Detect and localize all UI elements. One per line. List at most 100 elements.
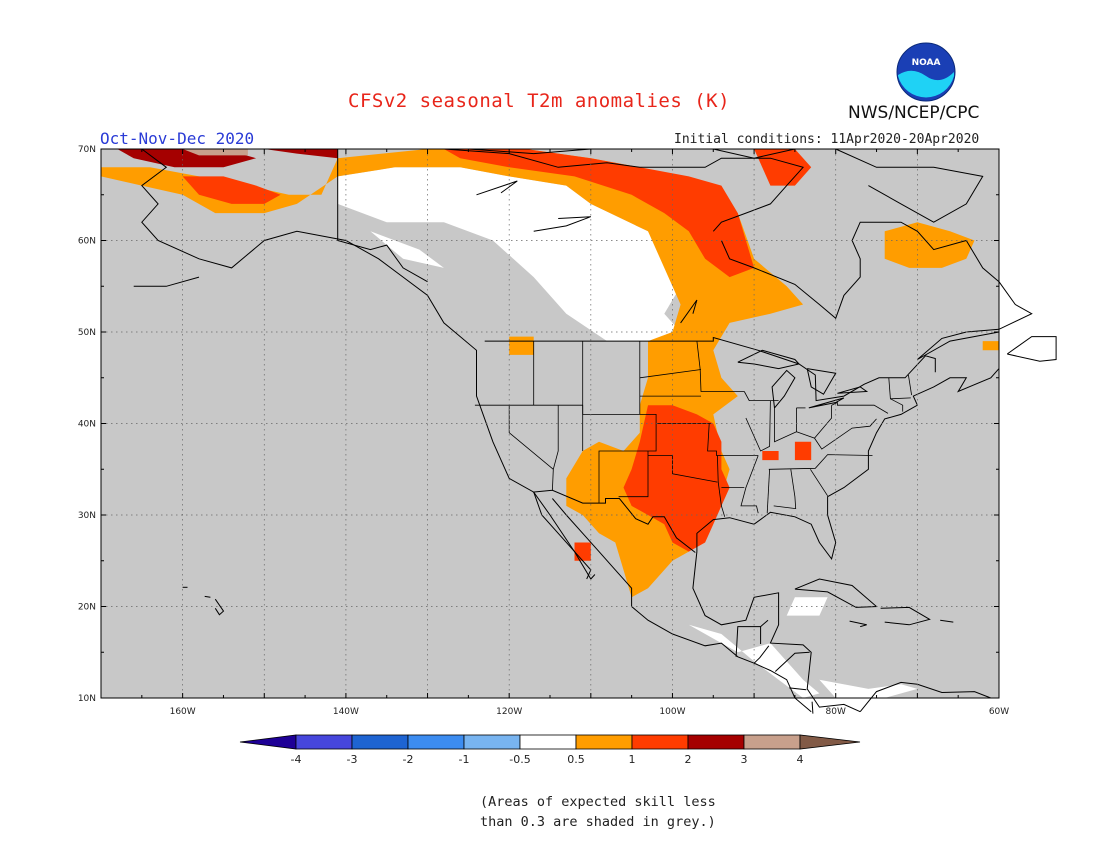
colorbar-label: -2 xyxy=(403,753,414,766)
colorbar-label: -4 xyxy=(291,753,302,766)
coastline xyxy=(696,368,1000,561)
coastline xyxy=(141,148,596,580)
forecast-period: Oct-Nov-Dec 2020 xyxy=(100,129,255,148)
coastline xyxy=(774,651,810,672)
skill-footnote: (Areas of expected skill less than 0.3 a… xyxy=(480,794,716,830)
map-title: CFSv2 seasonal T2m anomalies (K) xyxy=(348,90,731,112)
state-border xyxy=(618,451,649,498)
coastline xyxy=(835,148,984,223)
coastline xyxy=(533,216,591,232)
state-border xyxy=(890,397,911,400)
state-border xyxy=(831,401,889,414)
svg-text:NOAA: NOAA xyxy=(912,58,941,68)
state-border xyxy=(773,469,797,510)
colorbar-label: -0.5 xyxy=(509,753,530,766)
state-border xyxy=(743,391,779,402)
state-border xyxy=(717,455,726,517)
anomaly-region-neutral xyxy=(819,679,918,698)
colorbar-label: 2 xyxy=(685,753,692,766)
state-border xyxy=(552,405,559,491)
colorbar-label: 3 xyxy=(741,753,748,766)
anomaly-region-warm2 xyxy=(443,149,755,278)
colorbar-label: -1 xyxy=(459,753,470,766)
anomaly-region-warm2 xyxy=(182,176,281,204)
coastline xyxy=(808,397,845,409)
anomaly-region-warm4 xyxy=(182,149,248,156)
coastline xyxy=(337,149,428,283)
colorbar-label: 0.5 xyxy=(567,753,585,766)
colorbar-swatch xyxy=(631,734,689,750)
colorbar-arrow-high xyxy=(799,734,861,750)
colorbar-label: 4 xyxy=(797,753,804,766)
anomaly-region-warm1 xyxy=(509,336,534,355)
colorbar-swatch xyxy=(743,734,801,750)
colorbar-label: 1 xyxy=(629,753,636,766)
state-border xyxy=(766,469,770,514)
anomaly-region-warm2 xyxy=(623,405,730,552)
coastline xyxy=(532,489,696,553)
noaa-logo-icon: NOAA xyxy=(896,42,956,102)
longitude-label: 140W xyxy=(333,707,359,717)
coastline xyxy=(680,299,698,324)
agency-label: NWS/NCEP/CPC xyxy=(848,103,980,123)
coastline xyxy=(735,619,769,657)
latitude-label: 20N xyxy=(78,603,96,613)
anomaly-region-warm2 xyxy=(762,451,779,461)
anomaly-region-warm3 xyxy=(264,149,338,159)
latitude-label: 70N xyxy=(78,145,96,155)
colorbar-swatch xyxy=(295,734,353,750)
state-border xyxy=(810,469,828,497)
longitude-label: 120W xyxy=(496,707,522,717)
state-border xyxy=(768,454,873,470)
coastline xyxy=(837,386,869,394)
coastline xyxy=(713,148,796,159)
longitude-label: 60W xyxy=(989,707,1009,717)
coastline xyxy=(692,551,861,713)
coastline xyxy=(204,595,211,598)
state-border xyxy=(745,400,771,452)
coastline xyxy=(1006,336,1057,362)
state-border xyxy=(639,369,702,379)
initial-conditions: Initial conditions: 11Apr2020-20Apr2020 xyxy=(674,132,980,147)
colorbar-swatch xyxy=(407,734,465,750)
longitude-labels: 160W 140W 120W 100W 80W 60W xyxy=(170,707,1010,717)
coastline xyxy=(940,619,954,623)
coastline xyxy=(484,336,936,402)
coastline xyxy=(806,368,837,395)
coastline xyxy=(214,598,225,616)
coastline xyxy=(789,687,807,691)
latitude-labels: 70N 60N 50N 40N 30N 20N 10N xyxy=(78,145,96,704)
state-border xyxy=(707,423,759,456)
state-border xyxy=(774,407,797,443)
longitude-label: 160W xyxy=(170,707,196,717)
coastline xyxy=(533,491,592,580)
state-border xyxy=(740,455,759,514)
state-border xyxy=(696,341,745,392)
colorbar-swatch xyxy=(687,734,745,750)
anomaly-region-neutral xyxy=(337,167,689,342)
coastline xyxy=(720,221,1000,320)
coastline xyxy=(753,645,770,664)
longitude-label: 100W xyxy=(659,707,685,717)
anomaly-region-warm2 xyxy=(794,441,812,461)
state-border xyxy=(888,377,904,412)
coastline xyxy=(468,148,591,155)
colorbar-swatch xyxy=(575,734,633,750)
latitude-label: 10N xyxy=(78,694,96,704)
colorbar-swatch xyxy=(463,734,521,750)
latitude-label: 40N xyxy=(78,420,96,430)
latitude-label: 60N xyxy=(78,237,96,247)
coastline xyxy=(771,369,796,409)
latitude-label: 50N xyxy=(78,328,96,338)
colorbar-swatch xyxy=(519,734,577,750)
map-frame xyxy=(100,148,1000,699)
coastline xyxy=(476,180,518,196)
colorbar-swatch xyxy=(351,734,409,750)
state-border xyxy=(796,405,832,439)
coastline xyxy=(133,276,200,287)
coastline xyxy=(880,606,931,626)
colorbar-legend: -4 -3 -2 -1 -0.5 0.5 1 2 3 4 xyxy=(239,734,861,766)
latitude-label: 30N xyxy=(78,511,96,521)
coastline xyxy=(811,701,814,714)
